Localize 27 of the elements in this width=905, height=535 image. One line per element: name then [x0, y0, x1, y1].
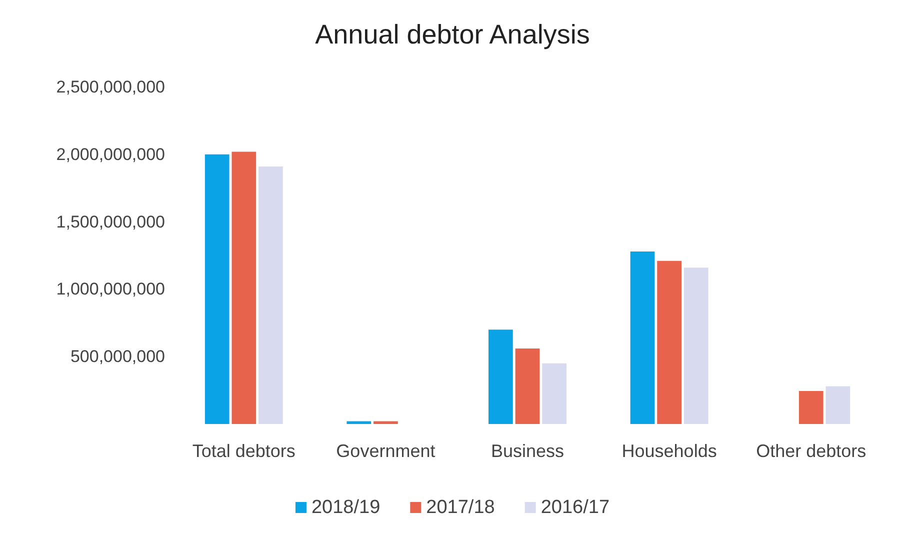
legend-label: 2017/18: [426, 497, 495, 518]
y-tick-label: 1,000,000,000: [56, 280, 165, 299]
legend-label: 2018/19: [311, 497, 380, 518]
y-tick-label: 2,000,000,000: [56, 144, 165, 164]
bar: [204, 154, 230, 424]
bar: [684, 268, 708, 424]
bar: [657, 260, 682, 424]
bar: [630, 251, 655, 424]
bar: [258, 166, 283, 424]
y-tick-label: 1,500,000,000: [56, 212, 165, 232]
x-tick-label: Total debtors: [192, 441, 296, 461]
x-tick-label: Other debtors: [756, 441, 866, 461]
x-tick-label: Business: [490, 441, 564, 461]
bar: [488, 330, 513, 424]
bar: [374, 421, 398, 424]
x-tick-label: Government: [336, 441, 436, 461]
bar: [515, 348, 540, 424]
bar: [346, 421, 372, 424]
y-tick-label: 500,000,000: [70, 347, 165, 366]
bar: [232, 152, 256, 424]
bar: [798, 390, 824, 424]
chart-title: Annual debtor Analysis: [315, 20, 590, 50]
x-tick-label: Households: [622, 441, 717, 461]
y-tick-label: 2,500,000,000: [56, 78, 165, 96]
bar: [826, 386, 850, 424]
legend-label: 2016/17: [540, 497, 610, 518]
bar: [542, 363, 566, 424]
